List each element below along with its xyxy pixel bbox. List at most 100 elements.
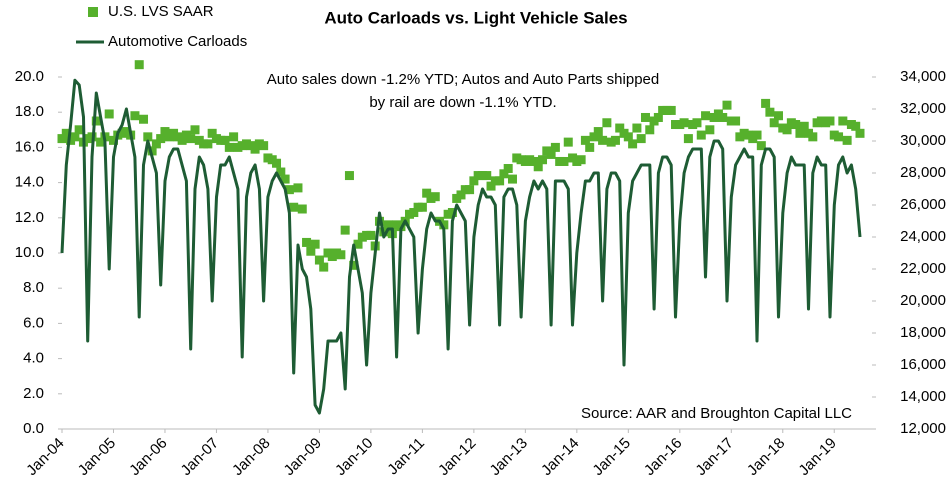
saar-marker xyxy=(207,128,217,138)
saar-marker xyxy=(340,225,350,235)
saar-marker xyxy=(808,132,818,142)
saar-marker xyxy=(615,123,625,133)
y2-tick-label: 34,000 xyxy=(900,68,946,85)
x-tick-label: Jan-15 xyxy=(589,435,633,479)
y-tick-label: 10.0 xyxy=(15,244,44,261)
x-tick-label: Jan-07 xyxy=(178,435,222,479)
saar-marker xyxy=(546,149,556,159)
x-tick-label: Jan-19 xyxy=(795,435,839,479)
saar-marker xyxy=(366,230,376,240)
y-tick-label: 20.0 xyxy=(15,68,44,85)
saar-marker xyxy=(469,176,479,186)
y2-tick-label: 32,000 xyxy=(900,100,946,117)
saar-marker xyxy=(701,111,711,121)
x-tick-label: Jan-06 xyxy=(126,435,170,479)
saar-marker xyxy=(529,156,539,166)
saar-marker xyxy=(139,114,149,124)
legend-swatch xyxy=(88,7,98,17)
saar-marker xyxy=(220,135,230,145)
saar-marker xyxy=(598,135,608,145)
annotation: Auto sales down -1.2% YTD; Autos and Aut… xyxy=(267,71,659,88)
y-tick-label: 4.0 xyxy=(23,350,44,367)
y2-tick-label: 22,000 xyxy=(900,260,946,277)
saar-marker xyxy=(731,116,741,126)
saar-marker xyxy=(482,171,492,181)
saar-marker xyxy=(628,139,638,149)
x-tick-label: Jan-08 xyxy=(229,435,273,479)
saar-marker xyxy=(91,116,101,126)
saar-marker xyxy=(799,121,809,131)
saar-marker xyxy=(289,202,299,212)
y-tick-label: 18.0 xyxy=(15,103,44,120)
y2-tick-label: 28,000 xyxy=(900,164,946,181)
y2-tick-label: 30,000 xyxy=(900,132,946,149)
saar-marker xyxy=(761,98,771,108)
y-tick-label: 16.0 xyxy=(15,138,44,155)
saar-marker xyxy=(143,132,153,142)
y2-tick-label: 20,000 xyxy=(900,292,946,309)
saar-marker xyxy=(550,142,560,152)
saar-marker xyxy=(752,130,762,140)
saar-marker xyxy=(319,262,329,272)
saar-marker xyxy=(825,116,835,126)
x-tick-label: Jan-16 xyxy=(641,435,685,479)
saar-marker xyxy=(834,132,844,142)
saar-marker xyxy=(722,100,732,110)
saar-marker xyxy=(538,155,548,165)
saar-marker xyxy=(563,137,573,147)
saar-marker xyxy=(855,128,865,138)
saar-marker xyxy=(417,202,427,212)
saar-marker xyxy=(74,125,84,135)
saar-marker xyxy=(718,112,728,122)
saar-marker xyxy=(306,246,316,256)
y-tick-label: 14.0 xyxy=(15,174,44,191)
y2-tick-label: 18,000 xyxy=(900,324,946,341)
saar-marker xyxy=(156,134,166,144)
y-tick-label: 8.0 xyxy=(23,279,44,296)
saar-marker xyxy=(533,162,543,172)
saar-marker xyxy=(439,220,449,230)
saar-marker xyxy=(422,188,432,198)
saar-marker xyxy=(610,135,620,145)
saar-marker xyxy=(838,116,848,126)
x-tick-label: Jan-09 xyxy=(281,435,325,479)
saar-marker xyxy=(593,127,603,137)
saar-marker xyxy=(314,255,324,265)
saar-marker xyxy=(692,118,702,128)
x-tick-label: Jan-13 xyxy=(487,435,531,479)
saar-marker xyxy=(57,134,67,144)
x-tick-label: Jan-11 xyxy=(384,435,428,479)
saar-marker xyxy=(186,134,196,144)
saar-marker xyxy=(632,123,642,133)
saar-marker xyxy=(495,176,505,186)
y2-tick-label: 14,000 xyxy=(900,388,946,405)
saar-marker xyxy=(224,142,234,152)
saar-marker xyxy=(636,134,646,144)
saar-marker xyxy=(795,128,805,138)
saar-marker xyxy=(585,142,595,152)
saar-marker xyxy=(559,156,569,166)
saar-marker xyxy=(284,185,294,195)
saar-marker xyxy=(160,127,170,137)
saar-marker xyxy=(280,174,290,184)
saar-marker xyxy=(705,125,715,135)
saar-marker xyxy=(456,190,466,200)
saar-marker xyxy=(130,111,140,121)
saar-marker xyxy=(297,204,307,214)
y-tick-label: 0.0 xyxy=(23,420,44,437)
y2-tick-label: 24,000 xyxy=(900,228,946,245)
saar-marker xyxy=(272,158,282,168)
saar-marker xyxy=(679,118,689,128)
saar-marker xyxy=(430,192,440,202)
x-tick-label: Jan-10 xyxy=(332,435,376,479)
saar-marker xyxy=(791,120,801,130)
saar-marker xyxy=(503,164,513,174)
saar-marker xyxy=(640,112,650,122)
saar-marker xyxy=(104,109,114,119)
saar-marker xyxy=(203,139,213,149)
saar-marker xyxy=(765,107,775,117)
saar-marker xyxy=(851,121,861,131)
saar-marker xyxy=(666,105,676,115)
saar-marker xyxy=(756,141,766,151)
